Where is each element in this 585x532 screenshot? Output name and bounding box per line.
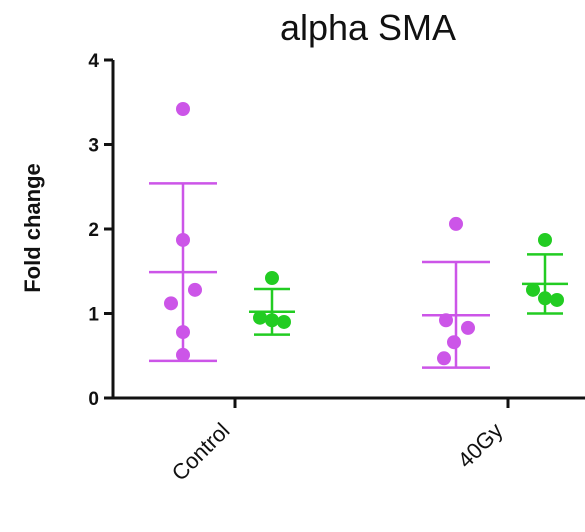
series-group (249, 232, 568, 336)
data-point (461, 320, 475, 335)
data-point (277, 314, 291, 329)
series-layer (149, 102, 568, 369)
data-point (449, 216, 463, 231)
data-point (253, 310, 267, 325)
x-tick-label: Control (167, 418, 235, 486)
data-point (538, 232, 552, 247)
y-tick-label: 0 (88, 389, 99, 410)
data-point (176, 325, 190, 340)
data-point (164, 296, 178, 311)
chart-title: alpha SMA (280, 7, 456, 48)
data-point (176, 102, 190, 117)
data-point (538, 291, 552, 306)
y-tick-label: 4 (88, 51, 99, 72)
data-point (176, 232, 190, 247)
data-point (550, 292, 564, 307)
data-point (439, 313, 453, 328)
y-axis: 0 1 2 3 4 (88, 51, 115, 410)
y-tick-label: 2 (88, 220, 99, 241)
y-tick-label: 1 (88, 305, 99, 326)
data-point (188, 282, 202, 297)
data-point (447, 335, 461, 350)
data-point (176, 347, 190, 362)
data-point (526, 282, 540, 297)
x-tick-label: 40Gy (453, 418, 508, 473)
series-group (149, 102, 490, 369)
data-point (265, 271, 279, 286)
data-point (437, 351, 451, 366)
x-axis: Control 40Gy (111, 396, 585, 486)
data-point (265, 313, 279, 328)
y-tick-label: 3 (88, 136, 99, 157)
y-axis-label: Fold change (20, 163, 45, 293)
